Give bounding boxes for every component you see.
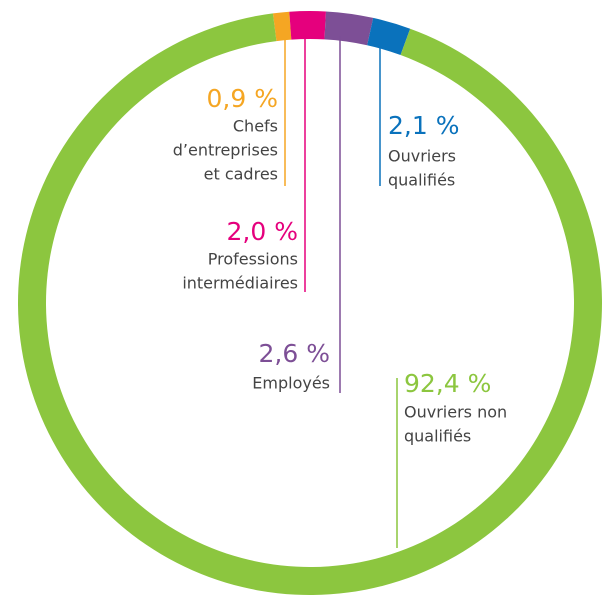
- value-label: 2,1 %: [388, 111, 459, 140]
- category-label: Professions: [208, 250, 298, 269]
- donut-slice: [17, 13, 602, 596]
- value-label: 2,6 %: [259, 339, 330, 368]
- category-label: Chefs: [233, 117, 278, 136]
- value-label: 0,9 %: [207, 84, 278, 113]
- category-label: Ouvriers: [388, 147, 456, 166]
- value-label: 2,0 %: [227, 217, 298, 246]
- category-label: et cadres: [204, 165, 278, 184]
- donut-slice: [289, 11, 326, 40]
- donut-slice: [272, 11, 292, 42]
- value-label: 92,4 %: [404, 369, 491, 398]
- category-label: d’entreprises: [173, 141, 278, 160]
- category-label: qualifiés: [388, 171, 455, 190]
- category-label: intermédiaires: [182, 274, 298, 293]
- donut-slice: [324, 11, 374, 46]
- category-label: qualifiés: [404, 427, 471, 446]
- donut-slice: [367, 17, 411, 56]
- category-label: Employés: [252, 374, 330, 393]
- category-label: Ouvriers non: [404, 403, 507, 422]
